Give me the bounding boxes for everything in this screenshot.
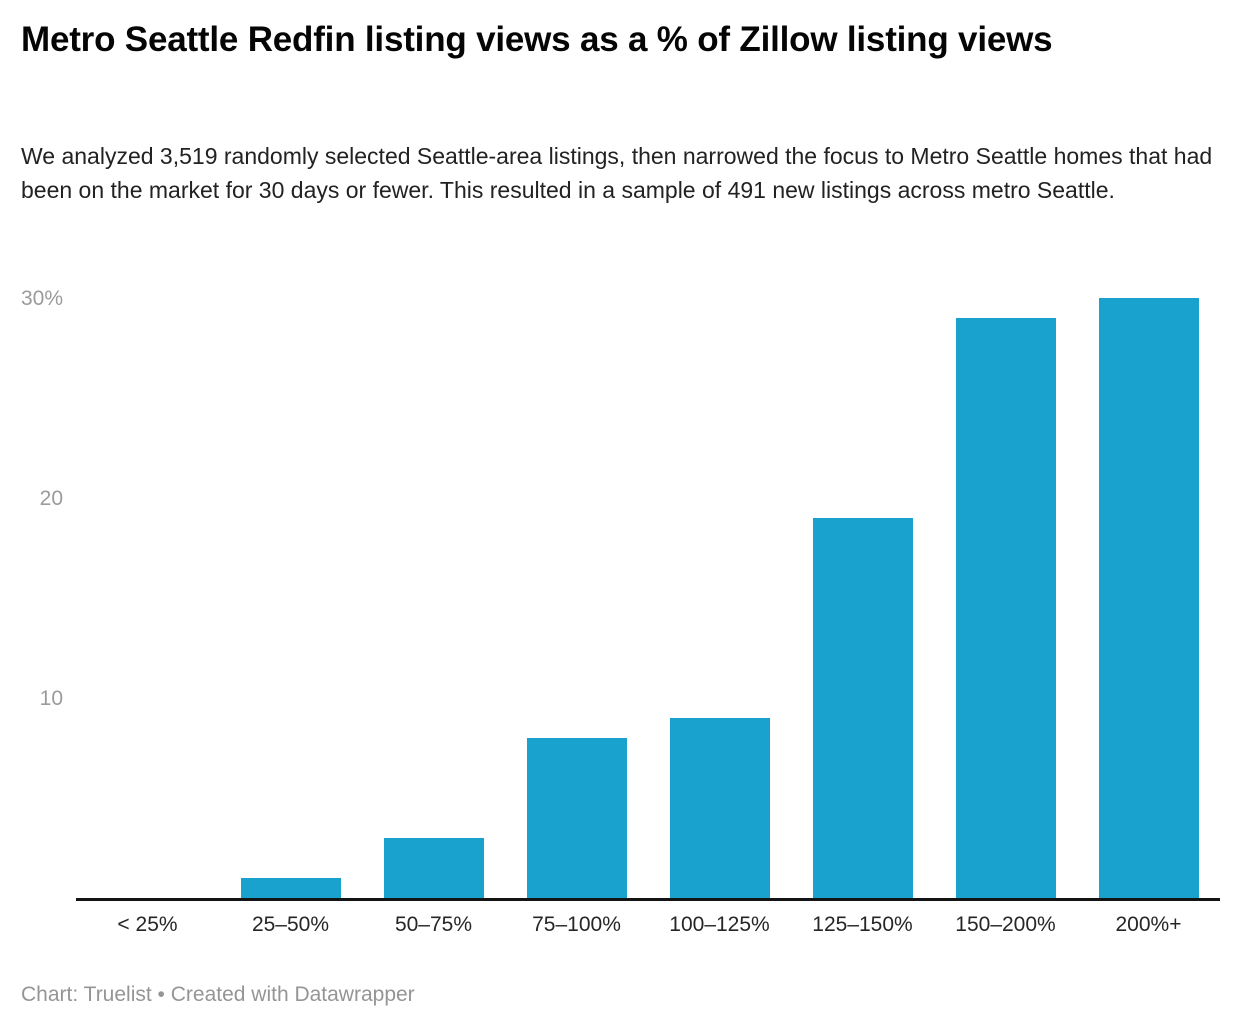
bar-25–50% xyxy=(240,878,341,898)
x-axis-label-150–200%: 150–200% xyxy=(955,913,1056,936)
x-axis-label-50–75%: 50–75% xyxy=(394,913,473,936)
bar-125–150% xyxy=(812,518,913,898)
y-axis-tick-30: 30% xyxy=(20,287,63,310)
y-axis-tick-10: 10 xyxy=(39,687,63,710)
bar-50–75% xyxy=(383,838,484,898)
bar-75–100% xyxy=(526,738,627,898)
x-axis-label-< 25%: < 25% xyxy=(117,913,178,936)
chart-title: Metro Seattle Redfin listing views as a … xyxy=(21,20,1053,59)
plot-area xyxy=(76,270,1220,901)
bar-200%+ xyxy=(1098,298,1199,898)
x-axis-label-100–125%: 100–125% xyxy=(669,913,770,936)
chart-footer: Chart: Truelist • Created with Datawrapp… xyxy=(21,983,415,1006)
x-axis-label-75–100%: 75–100% xyxy=(532,913,621,936)
x-axis-label-200%+: 200%+ xyxy=(1115,913,1182,936)
chart-description: We analyzed 3,519 randomly selected Seat… xyxy=(21,143,1213,203)
x-axis-label-25–50%: 25–50% xyxy=(251,913,330,936)
bar-100–125% xyxy=(669,718,770,898)
x-axis-label-125–150%: 125–150% xyxy=(812,913,913,936)
bar-150–200% xyxy=(955,318,1056,898)
y-axis-tick-20: 20 xyxy=(39,487,63,510)
